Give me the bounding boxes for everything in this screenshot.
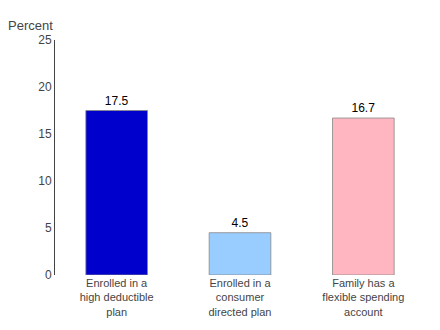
svg-text:20: 20 <box>38 80 52 94</box>
svg-text:10: 10 <box>38 174 52 188</box>
svg-text:4.5: 4.5 <box>231 216 248 230</box>
svg-text:17.5: 17.5 <box>105 94 129 108</box>
svg-text:Enrolled in aconsumerdirected: Enrolled in aconsumerdirected plan <box>209 277 272 318</box>
svg-text:16.7: 16.7 <box>351 101 375 115</box>
svg-text:0: 0 <box>45 268 52 282</box>
svg-text:Family has aflexible spendinga: Family has aflexible spendingaccount <box>322 277 404 318</box>
svg-text:25: 25 <box>38 33 52 47</box>
svg-text:15: 15 <box>38 127 52 141</box>
svg-text:5: 5 <box>45 221 52 235</box>
svg-text:Percent: Percent <box>8 18 53 33</box>
svg-text:Enrolled in ahigh deductiblepl: Enrolled in ahigh deductibleplan <box>80 277 154 318</box>
